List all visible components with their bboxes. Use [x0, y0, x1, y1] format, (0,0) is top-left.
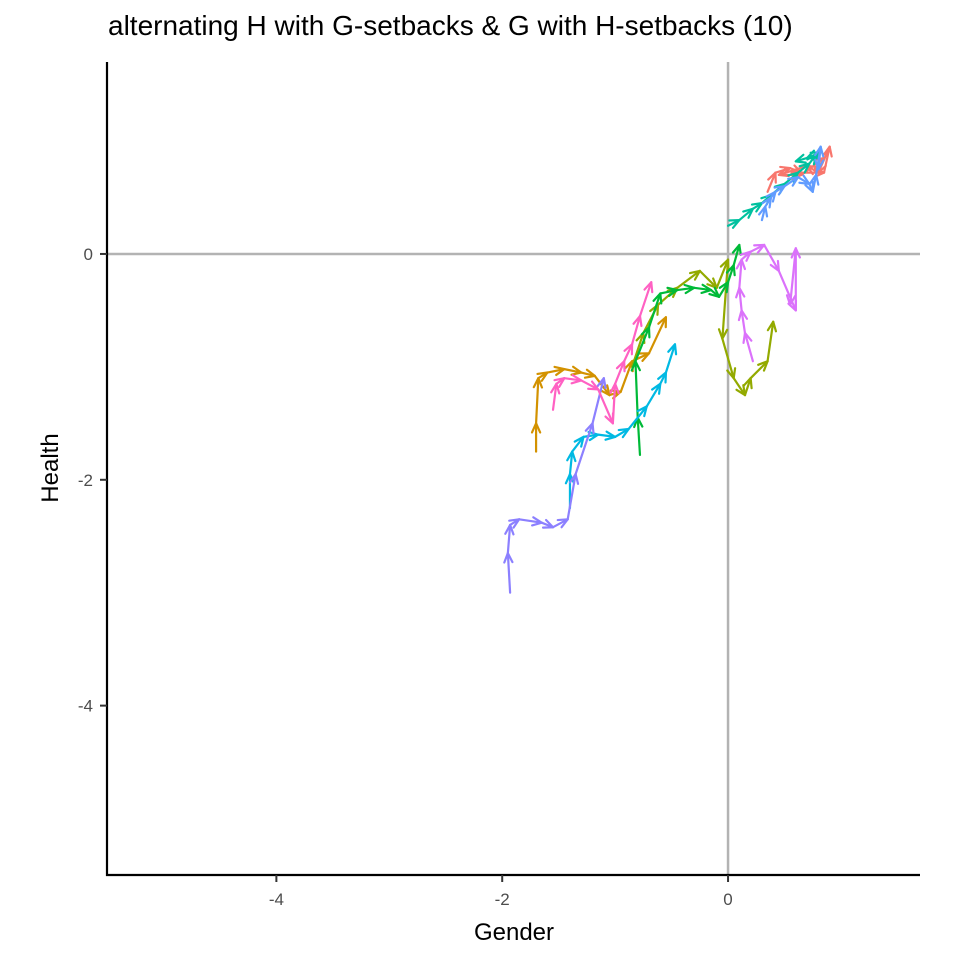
- series-3-segment: [630, 331, 645, 368]
- series-8-segment: [574, 422, 594, 476]
- series-5-segment: [738, 207, 754, 222]
- series-9: [735, 243, 801, 363]
- series-10-segment: [580, 379, 600, 391]
- chart-title: alternating H with G-setbacks & G with H…: [108, 10, 793, 41]
- series-9-segment: [777, 269, 797, 312]
- series-5: [726, 149, 822, 229]
- series-9-segment: [743, 331, 754, 363]
- reference-lines: [107, 62, 920, 875]
- series-9-segment: [763, 243, 780, 272]
- series-9-segment: [738, 258, 743, 289]
- series-4-segment: [659, 288, 679, 295]
- series-6-segment: [664, 343, 677, 374]
- series-7-segment: [811, 173, 818, 193]
- series-10-segment: [638, 281, 653, 318]
- series-layer: [503, 145, 833, 594]
- series-7-segment: [783, 176, 800, 188]
- series-8-segment: [506, 552, 512, 594]
- series-6-segment: [645, 382, 662, 408]
- series-3-segment: [766, 320, 775, 363]
- series-6-segment: [597, 433, 617, 438]
- series-3-segment: [676, 269, 701, 289]
- series-3-segment: [749, 360, 769, 380]
- series-8-segment: [566, 473, 577, 521]
- ticks: -4 -2 0 -4 -2 0: [78, 245, 733, 909]
- series-9-segment: [789, 247, 797, 306]
- series-9-arrowhead: [785, 294, 797, 306]
- series-4-segment: [634, 326, 651, 363]
- series-9-segment: [740, 309, 747, 335]
- series-3-segment: [743, 377, 752, 397]
- series-6-segment: [627, 405, 648, 431]
- series-4-segment: [717, 281, 730, 298]
- y-axis-title: Health: [37, 433, 64, 502]
- series-4: [630, 243, 742, 457]
- series-8: [503, 377, 607, 594]
- y-tick-label: -4: [78, 697, 93, 716]
- series-4-arrowhead: [731, 243, 742, 256]
- series-6-segment: [571, 435, 585, 453]
- series-2-segment: [546, 368, 566, 374]
- series-10-segment: [563, 377, 583, 382]
- series-4-segment: [636, 416, 642, 457]
- x-tick-label: -4: [269, 890, 284, 909]
- series-3-segment: [698, 269, 718, 289]
- series-1-segment: [766, 171, 777, 193]
- series-10-segment: [597, 388, 614, 425]
- series-3-segment: [732, 377, 747, 397]
- axes: [105, 62, 920, 877]
- series-5-arrowhead: [794, 153, 807, 164]
- series-2-segment: [619, 360, 634, 393]
- series-3: [630, 258, 778, 397]
- series-8-segment: [591, 377, 605, 425]
- x-tick-label: 0: [723, 890, 732, 909]
- series-4-segment: [732, 243, 741, 267]
- series-10-segment: [623, 343, 634, 363]
- series-4-segment: [647, 292, 662, 329]
- series-2-arrowhead: [657, 316, 668, 329]
- x-tick-label: -2: [495, 890, 510, 909]
- series-7: [758, 145, 825, 222]
- series-4-segment: [676, 286, 696, 292]
- y-tick-label: 0: [84, 245, 93, 264]
- series-10-segment: [614, 360, 626, 385]
- series-3-arrowhead: [766, 320, 778, 333]
- series-3-segment: [715, 258, 730, 289]
- y-tick-label: -2: [78, 471, 93, 490]
- series-8-arrowhead: [596, 377, 607, 390]
- series-3-segment: [721, 337, 735, 380]
- series-2-segment: [563, 368, 583, 374]
- series-10-arrowhead: [643, 281, 654, 294]
- series-4-segment: [634, 360, 639, 419]
- series-8-segment: [551, 518, 569, 529]
- series-8-segment: [518, 518, 543, 524]
- series-10-segment: [611, 382, 617, 425]
- series-6-segment: [568, 450, 574, 476]
- series-2-segment: [647, 316, 668, 355]
- series-10-segment: [551, 382, 558, 411]
- series-8-segment: [506, 523, 512, 555]
- series-6-arrowhead: [667, 343, 678, 356]
- x-axis-title: Gender: [474, 919, 554, 946]
- series-2-segment: [534, 377, 540, 425]
- series-9-segment: [738, 286, 743, 312]
- series-10: [550, 281, 654, 425]
- series-10-segment: [630, 314, 642, 346]
- series-4-segment: [726, 264, 735, 284]
- series-4-segment: [693, 286, 713, 292]
- series-7-arrowhead: [814, 158, 825, 171]
- series-6: [564, 343, 678, 510]
- series-7-segment: [817, 145, 822, 171]
